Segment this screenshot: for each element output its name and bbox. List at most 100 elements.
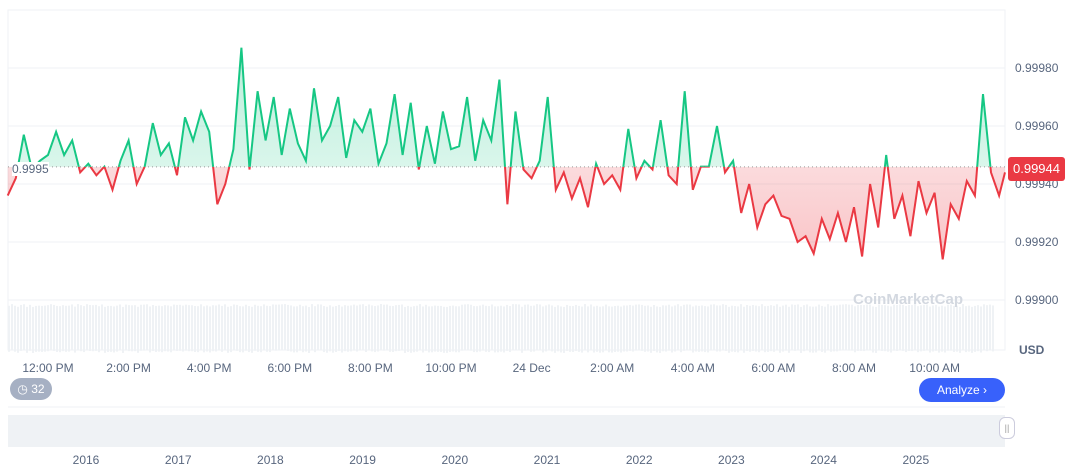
volume-bar [26,307,28,353]
volume-bar [83,306,85,352]
volume-bar [860,305,862,351]
volume-bar [590,305,592,351]
volume-bar [86,304,88,350]
volume-bar [920,305,922,351]
volume-bar [176,305,178,351]
volume-bar [938,307,940,353]
volume-bar [164,305,166,351]
baseline-label: 0.9995 [12,162,49,176]
volume-bar [728,307,730,353]
volume-bar [335,306,337,352]
volume-bar [587,306,589,352]
volume-bar [737,306,739,352]
volume-bar [92,305,94,351]
volume-bar [464,304,466,350]
volume-bar [731,306,733,352]
volume-bar [884,305,886,351]
volume-bar [50,304,52,350]
navigator-year-label: 2017 [165,453,192,467]
volume-bar [137,307,139,353]
volume-bar [374,306,376,352]
volume-bar [29,305,31,351]
volume-bar [653,305,655,351]
volume-bar [767,306,769,352]
volume-bar [377,305,379,351]
volume-bar [359,305,361,351]
y-tick-label: 0.99900 [1015,293,1058,307]
volume-bar [809,306,811,352]
volume-bar [476,306,478,352]
navigator-handle[interactable]: || [999,417,1015,439]
volume-bar [839,305,841,351]
volume-bar [491,305,493,351]
volume-bar [530,306,532,352]
volume-bar [215,305,217,351]
volume-bar [677,304,679,350]
volume-bar [32,307,34,353]
volume-bar [947,305,949,351]
volume-bar [62,305,64,351]
volume-bar [449,306,451,352]
volume-bar [245,305,247,351]
volume-bar [827,304,829,350]
volume-bar [965,306,967,352]
volume-bar [596,306,598,352]
navigator-year-label: 2024 [810,453,837,467]
x-tick-label: 8:00 PM [348,361,393,375]
volume-bar [992,305,994,351]
volume-bar [719,305,721,351]
volume-bar [542,306,544,352]
volume-bar [251,307,253,353]
volume-bar [317,304,319,350]
volume-bar [575,305,577,351]
x-tick-label: 6:00 PM [267,361,312,375]
price-chart[interactable] [0,0,1072,470]
volume-bar [428,306,430,352]
volume-bar [689,305,691,351]
volume-bar [617,306,619,352]
volume-bar [302,306,304,352]
volume-bar [959,307,961,353]
navigator-year-label: 2020 [441,453,468,467]
volume-bar [800,307,802,353]
volume-bar [875,307,877,353]
volume-bar [332,307,334,353]
coinmarketcap-watermark: CoinMarketCap [853,291,963,308]
volume-bar [902,305,904,351]
volume-bar [680,306,682,352]
volume-bar [236,305,238,351]
volume-bar [803,305,805,351]
volume-bar [470,305,472,351]
x-tick-label: 12:00 PM [22,361,73,375]
volume-bar [170,306,172,352]
volume-bar [95,305,97,351]
volume-bar [203,306,205,352]
volume-bar [128,305,130,351]
volume-bar [923,305,925,351]
volume-bar [887,306,889,352]
volume-bar [584,304,586,350]
volume-bar [629,305,631,351]
navigator[interactable] [8,415,1005,447]
volume-bar [764,306,766,352]
volume-bar [347,306,349,352]
volume-bar [458,306,460,352]
volume-bar [671,307,673,353]
volume-bar [569,306,571,352]
volume-bar [980,306,982,352]
volume-bar [986,305,988,351]
volume-bar [116,306,118,352]
volume-bar [242,306,244,352]
volume-bar [608,306,610,352]
volume-bar [284,304,286,350]
volume-bar [929,307,931,353]
volume-bar [320,304,322,350]
analyze-button[interactable]: Analyze › [919,378,1005,402]
volume-bar [857,305,859,351]
x-tick-label: 4:00 PM [187,361,232,375]
volume-bar [701,305,703,351]
volume-bar [740,304,742,350]
volume-bar [866,305,868,351]
history-button[interactable]: ◷ 32 [10,378,52,400]
volume-bar [239,306,241,352]
